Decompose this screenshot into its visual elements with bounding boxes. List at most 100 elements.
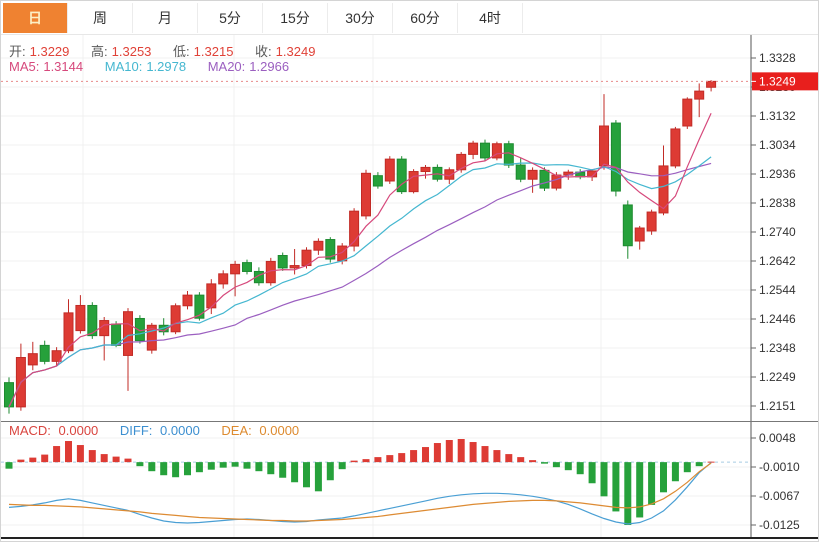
axis-label: 1.2446 <box>759 312 796 326</box>
ohlc-header: 开: 1.3229 高: 1.3253 低: 1.3215 收: 1.3249 <box>9 41 333 60</box>
dea-line <box>8 462 712 522</box>
macd-bar <box>564 462 572 471</box>
candle-up <box>27 353 38 366</box>
diff-line <box>8 462 712 525</box>
macd-bar <box>219 462 227 468</box>
macd-legend: MACD: 0.0000 DIFF: 0.0000 DEA: 0.0000 <box>9 423 317 438</box>
candle-down <box>277 255 288 269</box>
tab-week[interactable]: 周 <box>68 3 133 33</box>
candle-up <box>63 312 74 352</box>
close-value: 1.3249 <box>275 44 316 59</box>
candle-up <box>694 90 705 100</box>
macd-bar <box>195 462 203 473</box>
axis-label: 1.2249 <box>759 370 796 384</box>
candle-up <box>361 172 371 217</box>
candle-up <box>170 305 181 333</box>
axis-label: 1.2740 <box>759 225 796 239</box>
tabbar-divider <box>1 34 818 35</box>
candle-up <box>444 169 455 180</box>
macd-bar <box>88 450 96 463</box>
timeframe-tab-bar: 日周月 5分 15分 30分 60分 4时 <box>3 3 523 33</box>
candle-up <box>384 158 395 182</box>
candle-down <box>539 169 550 189</box>
macd-bar <box>29 457 37 463</box>
macd-bar <box>303 462 310 488</box>
candle-up <box>230 263 241 275</box>
tab-4hour[interactable]: 4时 <box>458 3 523 33</box>
macd-bar <box>5 462 13 469</box>
candle-up <box>75 304 86 332</box>
candle-up <box>634 227 645 242</box>
candle-down <box>480 142 490 159</box>
macd-bar <box>660 462 667 493</box>
macd-bar <box>671 462 679 482</box>
macd-bar <box>541 462 548 464</box>
tab-30min[interactable]: 30分 <box>328 3 393 33</box>
open-label: 开: <box>9 44 26 59</box>
macd-bar <box>505 454 513 463</box>
macd-bar <box>457 439 465 463</box>
macd-bar <box>326 462 334 481</box>
diff-value: 0.0000 <box>160 423 200 438</box>
macd-bar <box>374 457 382 463</box>
candle-up <box>218 273 229 285</box>
candle-up <box>491 143 502 159</box>
candle-up <box>182 294 193 307</box>
ma20-label: MA20: <box>207 59 246 74</box>
tab-day[interactable]: 日 <box>3 3 68 33</box>
macd-plot[interactable] <box>1 422 751 539</box>
axis-label: -0.0010 <box>759 460 800 474</box>
candle-up <box>658 165 669 214</box>
candle-down <box>87 304 98 337</box>
macd-bar <box>707 461 715 463</box>
candle-up <box>51 350 62 362</box>
macd-bar <box>41 454 49 463</box>
candle-down <box>253 270 264 284</box>
axis-label: 1.2151 <box>759 399 796 413</box>
macd-bar <box>136 462 144 467</box>
ma20-value: 1.2966 <box>249 59 290 74</box>
macd-bar <box>576 462 584 475</box>
high-value: 1.3253 <box>111 44 152 59</box>
macd-value: 0.0000 <box>58 423 99 438</box>
macd-bar <box>243 462 251 469</box>
candle-up <box>682 98 693 127</box>
macd-bar <box>350 460 358 463</box>
macd-bar <box>255 462 263 472</box>
tab-5min[interactable]: 5分 <box>198 3 263 33</box>
macd-bar <box>160 462 168 476</box>
axis-label: -0.0067 <box>759 489 800 503</box>
macd-bar <box>433 443 441 463</box>
tab-15min[interactable]: 15分 <box>263 3 328 33</box>
tab-60min[interactable]: 60分 <box>393 3 458 33</box>
ma10-line <box>8 156 712 408</box>
candle-down <box>396 158 407 193</box>
axis-label: 1.3034 <box>759 138 796 152</box>
candle-up <box>646 211 657 232</box>
macd-bar <box>517 457 525 463</box>
macd-bar <box>683 462 691 473</box>
ma5-label: MA5: <box>9 59 40 74</box>
dea-value: 0.0000 <box>259 423 300 438</box>
macd-bar <box>362 459 370 463</box>
main-chart-plot[interactable] <box>1 35 751 422</box>
candle-up <box>289 265 300 269</box>
macd-bar <box>65 441 72 463</box>
candle-up <box>206 283 217 309</box>
macd-bar <box>314 462 322 492</box>
low-value: 1.3215 <box>193 44 234 59</box>
macd-bar <box>267 462 275 475</box>
macd-bar <box>17 459 25 463</box>
macd-bar <box>600 462 608 497</box>
low-label: 低: <box>173 44 190 59</box>
tab-month[interactable]: 月 <box>133 3 198 33</box>
macd-bar <box>636 462 644 518</box>
axis-label: 1.2936 <box>759 167 796 181</box>
macd-label: MACD: <box>9 423 51 438</box>
macd-bar <box>695 462 703 467</box>
candle-down <box>194 294 205 319</box>
macd-bar <box>422 447 429 463</box>
macd-bar <box>588 462 596 484</box>
axis-label: 1.2838 <box>759 196 796 210</box>
axis-label: -0.0125 <box>759 518 800 532</box>
